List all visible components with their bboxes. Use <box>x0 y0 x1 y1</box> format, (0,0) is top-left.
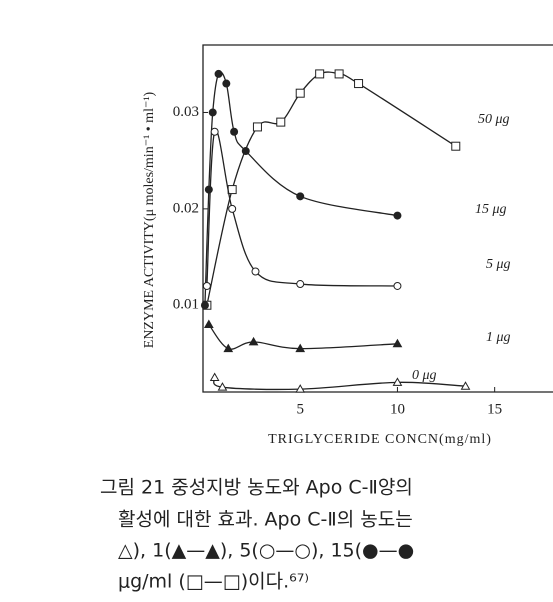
data-point <box>251 267 260 276</box>
y-tick-label: 0.02 <box>173 200 199 216</box>
data-point <box>392 377 403 386</box>
data-point <box>392 338 403 348</box>
data-point <box>296 280 305 289</box>
data-point <box>227 185 237 195</box>
caption-line: μg/ml (□—□)이다.⁶⁷⁾ <box>118 571 309 593</box>
data-point <box>393 281 402 290</box>
data-point <box>295 88 305 98</box>
data-point <box>248 336 259 346</box>
data-point <box>209 372 220 382</box>
data-point <box>222 79 231 88</box>
data-point <box>295 384 306 393</box>
series-label: 5 μg <box>486 257 511 272</box>
data-point <box>223 343 234 353</box>
caption-line: 활성에 대한 효과. Apo C-Ⅱ의 농도는 <box>118 509 413 531</box>
x-tick-label: 15 <box>487 401 502 417</box>
series-line <box>206 71 457 306</box>
data-point <box>202 281 211 290</box>
data-point <box>295 343 306 353</box>
data-point <box>315 69 325 79</box>
data-point <box>204 185 213 194</box>
y-tick-label: 0.01 <box>173 297 199 313</box>
y-tick-label: 0.03 <box>173 104 199 120</box>
data-point <box>230 127 239 136</box>
x-tick-label: 5 <box>296 401 304 417</box>
data-point <box>296 192 305 201</box>
series-line <box>208 324 398 350</box>
data-point <box>460 381 471 390</box>
x-axis-label: TRIGLYCERIDE CONCN(mg/ml) <box>268 432 492 447</box>
plot-frame <box>202 44 553 393</box>
data-point <box>252 122 262 132</box>
x-tick-label: 10 <box>390 401 405 417</box>
series-label: 0 μg <box>412 368 437 383</box>
data-point <box>208 108 217 117</box>
data-point <box>241 147 250 156</box>
data-point <box>228 204 237 213</box>
series-line <box>206 129 398 287</box>
series-label: 1 μg <box>486 330 511 345</box>
data-point <box>451 141 461 151</box>
data-point <box>354 79 364 89</box>
data-point <box>276 117 286 127</box>
data-point <box>217 382 228 391</box>
series-label: 50 μg <box>478 112 510 127</box>
caption-line: 그림 21 중성지방 농도와 Apo C-Ⅱ양의 <box>100 477 413 499</box>
series-label: 15 μg <box>475 202 507 217</box>
data-point <box>200 301 209 310</box>
data-point <box>214 69 223 78</box>
y-axis-label: ENZYME ACTIVITY(μ moles/min⁻¹ • ml⁻¹) <box>142 91 157 348</box>
data-point <box>203 319 214 329</box>
data-point <box>393 211 402 220</box>
caption-line: △), 1(▲—▲), 5(○—○), 15(●—● <box>118 540 414 562</box>
data-point <box>334 69 344 79</box>
data-point <box>210 127 219 136</box>
